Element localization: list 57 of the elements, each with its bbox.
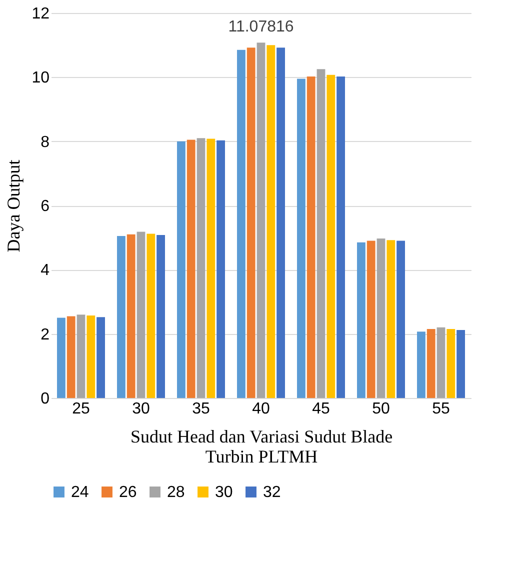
bar — [177, 141, 186, 398]
bar — [237, 50, 246, 398]
legend-label: 24 — [71, 484, 89, 501]
bar — [196, 138, 206, 398]
bar — [256, 42, 266, 398]
x-tick-label: 50 — [372, 400, 390, 418]
bar — [426, 329, 436, 398]
bar — [186, 140, 196, 398]
bar — [396, 240, 405, 398]
legend-label: 32 — [263, 484, 281, 501]
bar — [96, 317, 105, 398]
bar — [156, 235, 165, 398]
legend-label: 30 — [215, 484, 233, 501]
x-tick-label: 55 — [432, 400, 450, 418]
bar — [366, 240, 376, 398]
bar — [246, 48, 256, 398]
bar — [326, 74, 336, 398]
bar — [117, 236, 126, 398]
y-tick-label: 10 — [32, 70, 50, 87]
bar — [216, 140, 225, 398]
y-tick-label: 2 — [40, 326, 50, 344]
y-tick-label: 12 — [32, 6, 50, 22]
y-tick-label: 6 — [40, 198, 50, 215]
legend-label: 28 — [167, 484, 185, 501]
bar — [136, 232, 146, 398]
bar — [417, 332, 426, 398]
bar — [306, 76, 316, 398]
x-tick-label: 25 — [72, 400, 90, 418]
bar — [456, 330, 465, 398]
data-label: 11.07816 — [228, 18, 294, 36]
bar — [297, 78, 306, 398]
y-tick-label: 4 — [40, 262, 50, 280]
y-tick-label: 8 — [40, 134, 50, 151]
bar — [436, 327, 446, 398]
bar — [86, 316, 96, 398]
bar — [57, 318, 66, 398]
bar — [126, 234, 136, 398]
bar — [357, 242, 366, 398]
x-tick-label: 45 — [312, 400, 330, 418]
bar — [446, 329, 456, 398]
bar — [206, 138, 216, 398]
bar — [316, 69, 326, 398]
x-tick-label: 30 — [132, 400, 150, 418]
bar — [336, 76, 345, 398]
bar — [146, 234, 156, 398]
bar — [386, 240, 396, 398]
bar — [266, 45, 276, 398]
x-tick-label: 35 — [192, 400, 210, 418]
x-axis-title: Sudut Head dan Variasi Sudut Blade Turbin PLTMH — [130, 426, 393, 466]
bar — [376, 238, 386, 398]
legend-label: 26 — [119, 484, 137, 501]
y-axis-title: Daya Output — [4, 160, 24, 252]
bar — [76, 314, 86, 398]
x-tick-label: 40 — [252, 400, 270, 418]
bar — [276, 48, 285, 398]
bar — [66, 316, 76, 398]
y-tick-label: 0 — [40, 390, 50, 408]
